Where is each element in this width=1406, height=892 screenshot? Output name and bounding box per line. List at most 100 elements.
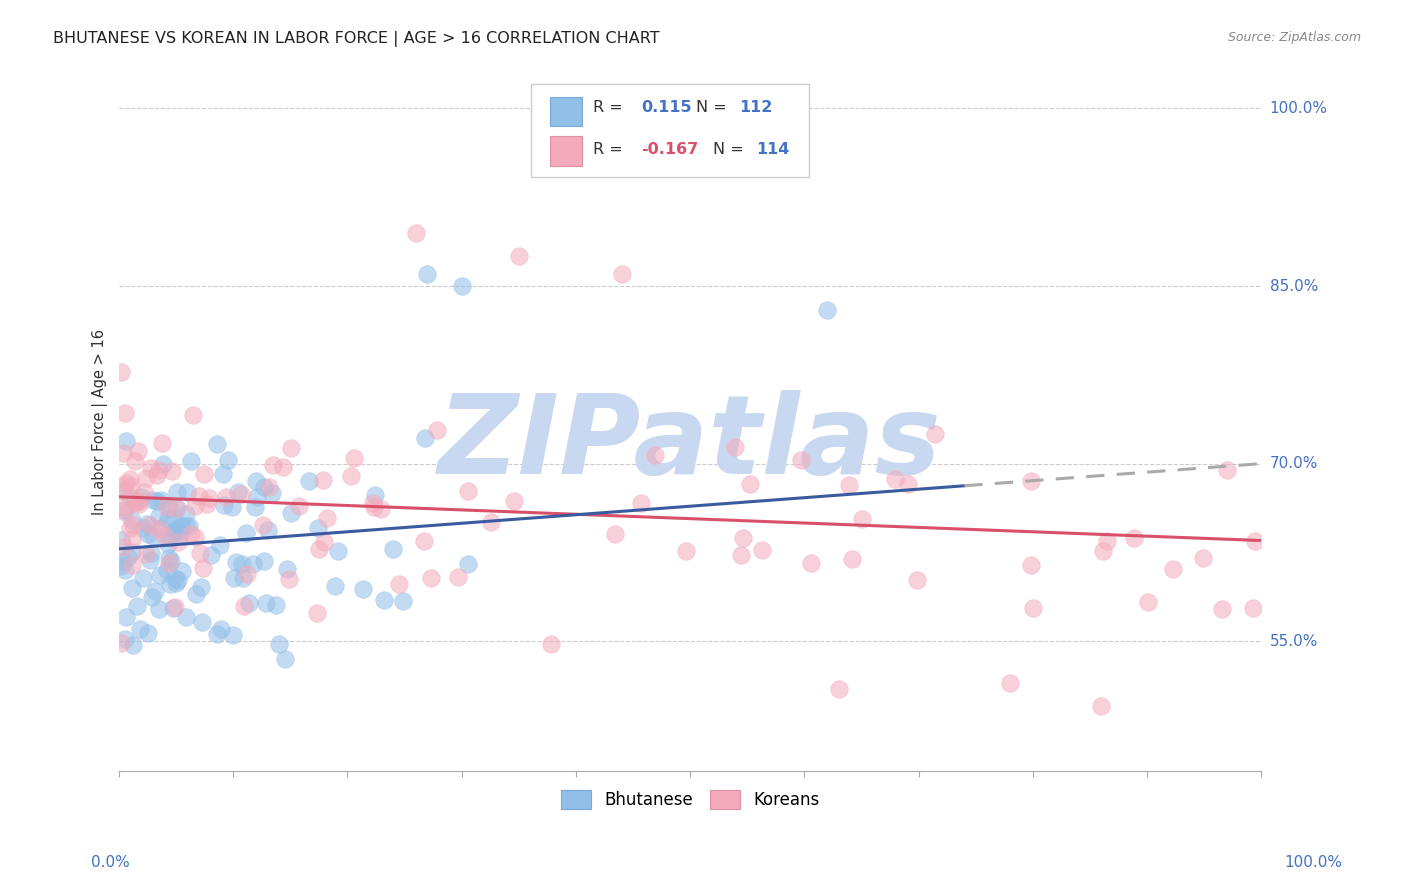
Point — [160, 554, 183, 568]
Point — [159, 556, 181, 570]
Point — [132, 520, 155, 534]
Point — [1090, 699, 1112, 714]
Point — [166, 484, 188, 499]
Point — [205, 437, 228, 451]
Text: R =: R = — [593, 143, 628, 157]
Point — [252, 518, 274, 533]
Point — [253, 554, 276, 568]
Point — [200, 549, 222, 563]
Point — [312, 473, 335, 487]
Point — [139, 553, 162, 567]
Text: 55.0%: 55.0% — [1270, 633, 1317, 648]
Point — [450, 279, 472, 293]
Point — [146, 493, 169, 508]
Point — [1092, 544, 1115, 558]
Point — [112, 503, 135, 517]
Point — [851, 511, 873, 525]
Point — [114, 475, 136, 490]
Point — [146, 468, 169, 483]
Point — [827, 681, 849, 696]
Point — [381, 541, 404, 556]
Point — [307, 521, 329, 535]
Point — [731, 531, 754, 545]
Text: 112: 112 — [740, 101, 772, 115]
Point — [262, 458, 284, 473]
Text: 70.0%: 70.0% — [1270, 456, 1317, 471]
Point — [271, 459, 294, 474]
Point — [156, 500, 179, 514]
Point — [724, 441, 747, 455]
Point — [231, 487, 253, 501]
Point — [215, 491, 238, 505]
Point — [605, 526, 627, 541]
Point — [165, 524, 187, 538]
Point — [340, 469, 363, 483]
Point — [138, 526, 160, 541]
Point — [363, 488, 385, 502]
Point — [114, 609, 136, 624]
Point — [143, 583, 166, 598]
Point — [112, 541, 135, 555]
Point — [115, 434, 138, 449]
Point — [235, 526, 257, 541]
Point — [222, 628, 245, 642]
Point — [905, 573, 928, 587]
Point — [122, 638, 145, 652]
Point — [163, 571, 186, 585]
Text: 114: 114 — [756, 143, 790, 157]
Point — [253, 480, 276, 494]
Text: 100.0%: 100.0% — [1285, 855, 1343, 870]
Point — [167, 524, 190, 538]
Point — [896, 476, 918, 491]
Point — [211, 467, 233, 481]
Text: 100.0%: 100.0% — [1270, 101, 1327, 116]
Text: 0.115: 0.115 — [641, 101, 692, 115]
Point — [264, 599, 287, 613]
Point — [243, 500, 266, 515]
Y-axis label: In Labor Force | Age > 16: In Labor Force | Age > 16 — [93, 329, 108, 516]
Point — [245, 474, 267, 488]
Text: -0.167: -0.167 — [641, 143, 699, 157]
Point — [841, 551, 863, 566]
Point — [205, 627, 228, 641]
Point — [789, 452, 811, 467]
Point — [193, 467, 215, 482]
Point — [132, 484, 155, 499]
Legend: Bhutanese, Koreans: Bhutanese, Koreans — [554, 783, 825, 815]
Point — [278, 572, 301, 586]
Text: N =: N = — [713, 143, 749, 157]
Point — [236, 566, 259, 581]
Point — [127, 495, 149, 509]
Point — [388, 576, 411, 591]
Point — [136, 626, 159, 640]
Point — [280, 441, 302, 455]
Point — [165, 600, 187, 615]
Point — [508, 250, 530, 264]
Point — [190, 580, 212, 594]
Point — [1192, 551, 1215, 566]
Point — [226, 484, 249, 499]
Point — [121, 532, 143, 546]
Point — [198, 491, 221, 506]
Point — [924, 427, 946, 442]
Point — [169, 528, 191, 542]
Text: N =: N = — [696, 101, 731, 115]
Point — [176, 609, 198, 624]
Point — [416, 267, 439, 281]
Point — [323, 579, 346, 593]
Point — [1022, 601, 1045, 615]
Point — [363, 500, 385, 515]
Point — [446, 570, 468, 584]
Point — [141, 590, 163, 604]
FancyBboxPatch shape — [531, 84, 808, 177]
Point — [1019, 558, 1042, 572]
Point — [156, 511, 179, 525]
Point — [254, 596, 277, 610]
Point — [156, 563, 179, 577]
Point — [644, 448, 666, 462]
Point — [1211, 601, 1233, 615]
Point — [815, 302, 838, 317]
Point — [373, 593, 395, 607]
Point — [257, 480, 280, 494]
Point — [232, 599, 254, 614]
